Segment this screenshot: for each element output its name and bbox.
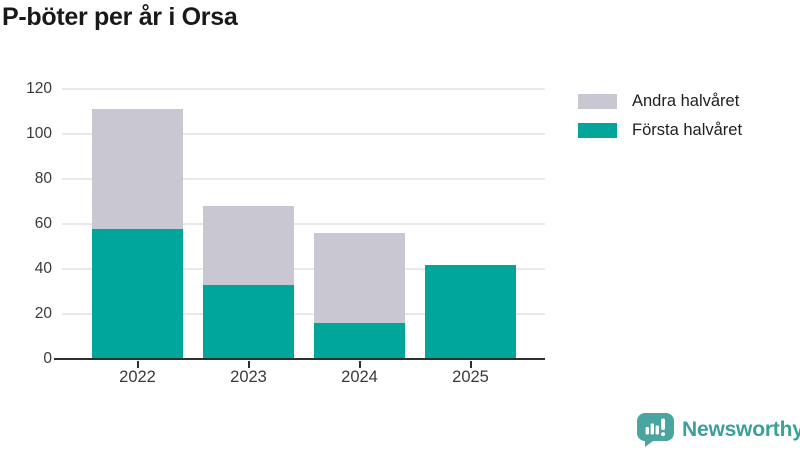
y-tick-label-20: 20	[34, 305, 52, 322]
bar-2024-andra-halv-ret	[314, 233, 405, 323]
x-axis-label-2022: 2022	[119, 368, 156, 386]
x-axis-line	[62, 357, 545, 361]
gridline-100	[62, 133, 545, 135]
bar-2024-f-rsta-halv-ret	[314, 323, 405, 359]
x-tick-2023	[247, 360, 250, 368]
y-tick-label-100: 100	[26, 125, 52, 142]
legend-label-andra-halvaret: Andra halvåret	[632, 92, 740, 110]
gridline-80	[62, 178, 545, 180]
x-axis-label-2024: 2024	[341, 368, 378, 386]
x-tick-2025	[469, 360, 472, 368]
x-tick-2022	[136, 360, 139, 368]
x-tick-2024	[358, 360, 361, 368]
newsworthy-logo[interactable]: Newsworthy	[637, 413, 800, 447]
gridline-120	[62, 88, 545, 90]
gridline-60	[62, 223, 545, 225]
legend-item-forsta-halvaret: Första halvåret	[578, 121, 742, 140]
plot-area	[54, 88, 545, 368]
bar-2025-f-rsta-halv-ret	[425, 264, 516, 359]
x-axis-label-2025: 2025	[452, 368, 489, 386]
legend-item-andra-halvaret: Andra halvåret	[578, 92, 742, 111]
bar-2023-andra-halv-ret	[203, 206, 294, 285]
chart-title: P-böter per år i Orsa	[2, 3, 238, 31]
legend-swatch-forsta-halvaret	[578, 123, 617, 138]
bar-2022-f-rsta-halv-ret	[92, 228, 183, 359]
gridline-40	[62, 268, 545, 270]
y-tick-label-60: 60	[34, 215, 52, 232]
bar-chart-speech-bubble-icon	[637, 413, 674, 447]
gridline-20	[62, 313, 545, 315]
y-tick-label-120: 120	[26, 80, 52, 97]
y-tick-label-40: 40	[34, 260, 52, 277]
y-tick-label-80: 80	[34, 170, 52, 187]
bar-2022-andra-halv-ret	[92, 109, 183, 229]
y-tick-label-0: 0	[43, 350, 52, 367]
y-zero-tick	[54, 357, 62, 361]
x-axis-label-2023: 2023	[230, 368, 267, 386]
bar-2023-f-rsta-halv-ret	[203, 284, 294, 359]
legend: Andra halvåret Första halvåret	[578, 92, 742, 150]
legend-label-forsta-halvaret: Första halvåret	[632, 121, 743, 139]
legend-swatch-andra-halvaret	[578, 94, 617, 109]
newsworthy-wordmark: Newsworthy	[682, 418, 800, 441]
